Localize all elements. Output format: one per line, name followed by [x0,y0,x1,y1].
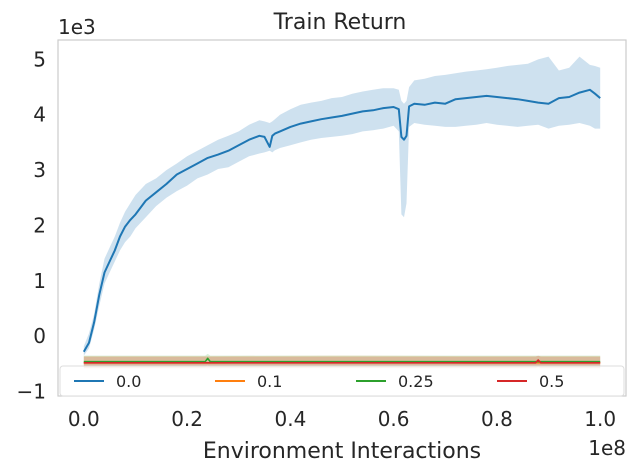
legend-label: 0.0 [116,372,141,391]
y-tick-label: 3 [33,158,46,182]
x-tick-label: 0.0 [68,407,100,431]
y-tick-label: 1 [33,269,46,293]
legend-label: 0.5 [539,372,564,391]
legend: 0.0 0.1 0.25 0.5 [59,365,625,397]
y-axis-ticks: −1 0 1 2 3 4 5 [17,47,46,403]
x-tick-label: 0.2 [171,407,203,431]
x-tick-label: 0.8 [481,407,513,431]
legend-label: 0.25 [398,372,434,391]
y-multiplier-label: 1e3 [58,15,96,39]
x-multiplier-label: 1e8 [588,436,626,460]
x-axis-label: Environment Interactions [203,439,481,464]
y-tick-label: 0 [33,324,46,348]
legend-label: 0.1 [257,372,282,391]
y-tick-label: 4 [33,103,46,127]
x-tick-label: 0.6 [378,407,410,431]
y-tick-label: 2 [33,214,46,238]
x-tick-label: 0.4 [274,407,306,431]
line-series-1 [82,88,601,353]
line-series-4 [83,359,601,364]
line-series-3 [83,357,601,363]
y-tick-label: −1 [17,380,46,404]
x-axis-ticks: 0.0 0.2 0.4 0.6 0.8 1.0 [68,407,616,431]
x-tick-label: 1.0 [584,407,616,431]
y-tick-label: 5 [33,47,46,71]
legend-box [59,365,625,397]
series-lines [82,88,601,364]
band-series-3 [83,353,601,368]
chart-title: Train Return [273,10,407,35]
